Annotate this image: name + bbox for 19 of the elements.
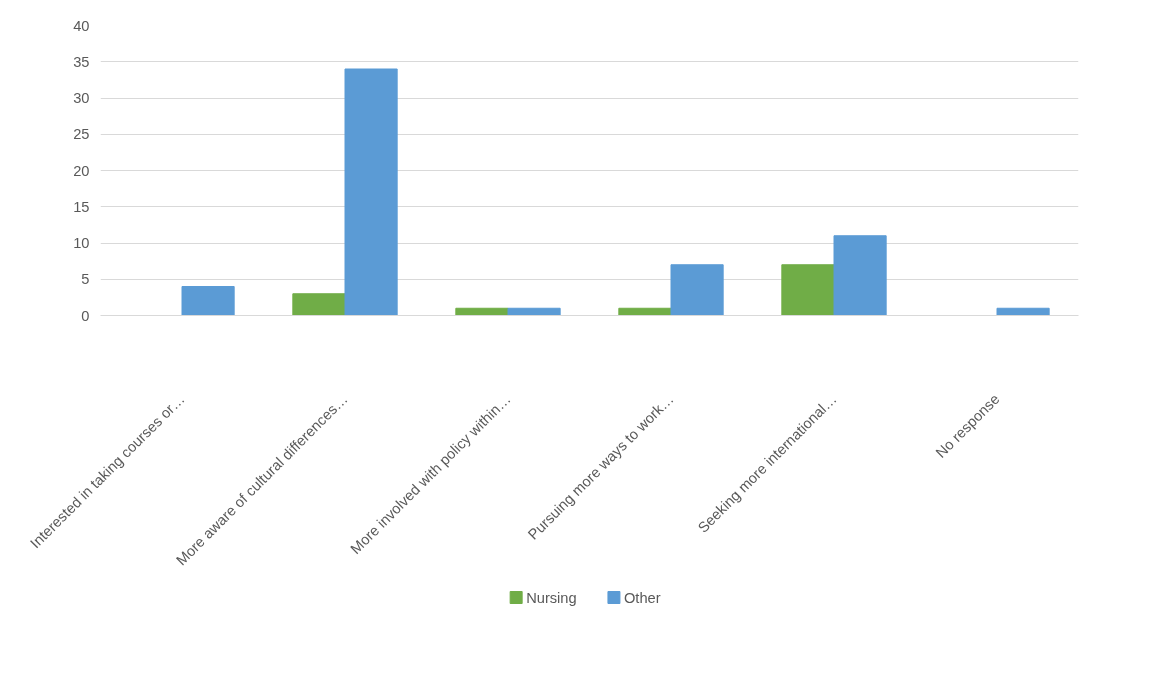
bar [507,307,561,316]
bar [833,235,887,316]
bar [181,286,235,316]
y-tick-label: 0 [81,307,90,324]
y-tick-label: 20 [73,162,90,179]
bar [344,68,398,316]
legend-label: Other [623,589,661,606]
y-tick-label: 35 [73,53,90,70]
y-tick-label: 25 [73,126,90,143]
bar [781,264,835,316]
bar [670,264,724,316]
y-tick-label: 10 [73,235,90,251]
bar [996,307,1050,316]
legend-label: Nursing [526,589,577,606]
y-tick-label: 30 [73,90,90,106]
y-tick-label: 5 [81,271,90,288]
bar [292,293,346,316]
y-tick-label: 40 [73,17,90,34]
y-tick-label: 15 [73,198,90,215]
